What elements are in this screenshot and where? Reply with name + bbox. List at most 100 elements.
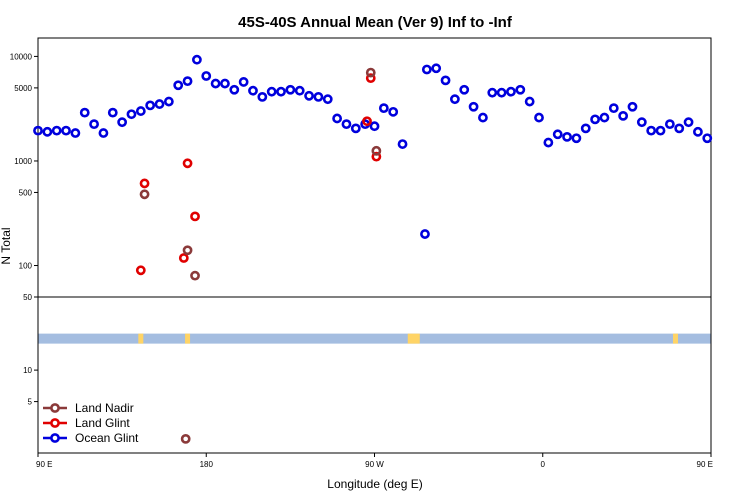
land-glint-point-1 <box>139 178 150 189</box>
ocean-glint-point-64 <box>646 125 657 136</box>
ocean-glint-point-33 <box>341 119 352 130</box>
ocean-glint-point-7 <box>98 128 109 138</box>
ocean-glint-point-68 <box>683 117 694 128</box>
ocean-glint-point-31 <box>322 94 333 105</box>
ocean-glint-point-37 <box>378 103 389 114</box>
ocean-glint-point-5 <box>79 107 90 118</box>
ocean-glint-point-56 <box>571 133 582 144</box>
ocean-glint-point-67 <box>674 123 685 134</box>
ocean-glint-point-30 <box>313 91 324 102</box>
land-glint-point-2 <box>178 253 189 263</box>
legend-marker-land-glint <box>50 418 60 428</box>
legend-label-land-nadir: Land Nadir <box>75 401 134 415</box>
ocean-glint-point-11 <box>135 106 146 116</box>
points-layer <box>33 54 713 444</box>
y-tick-label-upper-0: 50 <box>23 293 32 302</box>
ocean-glint-point-65 <box>655 125 666 136</box>
ocean-glint-point-47 <box>487 87 498 98</box>
ocean-glint-point-29 <box>304 90 314 101</box>
ocean-glint-point-18 <box>201 71 212 81</box>
ocean-glint-point-0 <box>33 125 43 136</box>
ocean-glint-point-34 <box>350 123 361 134</box>
band-highlight-2 <box>407 333 420 344</box>
ocean-glint-point-9 <box>117 117 128 128</box>
y-tick-label-lower-0: 5 <box>28 398 33 407</box>
ocean-glint-point-43 <box>449 94 460 105</box>
ocean-glint-point-58 <box>590 114 600 125</box>
ocean-glint-point-24 <box>257 91 268 102</box>
land-glint-point-3 <box>182 158 193 169</box>
ocean-glint-point-42 <box>440 75 451 86</box>
ocean-glint-point-13 <box>154 99 165 109</box>
y-tick-label-upper-5: 10000 <box>10 52 33 61</box>
ocean-glint-point-12 <box>145 100 156 111</box>
ocean-glint-point-36 <box>369 121 380 132</box>
ocean-glint-point-52 <box>534 112 544 123</box>
legend-marker-land-nadir <box>50 403 60 413</box>
ocean-glint-point-57 <box>580 123 591 134</box>
ocean-glint-point-48 <box>496 87 507 98</box>
ocean-glint-point-89 <box>420 229 430 239</box>
land-nadir-point-2 <box>190 270 200 281</box>
ocean-glint-point-51 <box>524 96 535 107</box>
land-glint-point-7 <box>371 151 382 162</box>
axes-layer: 90 E 180 90 W 0 90 E 50 100 500 1000 5000 10000 5 10 <box>10 37 713 469</box>
ocean-glint-point-19 <box>210 78 221 89</box>
y-tick-label-upper-4: 5000 <box>14 84 32 93</box>
ocean-glint-point-22 <box>238 77 249 87</box>
land-nadir-point-1 <box>182 245 193 256</box>
ocean-glint-point-28 <box>294 85 305 96</box>
plot-frame <box>37 37 712 454</box>
ocean-glint-point-2 <box>51 125 62 136</box>
ocean-glint-point-66 <box>664 119 675 130</box>
ocean-glint-point-40 <box>421 64 432 75</box>
ocean-glint-point-16 <box>182 76 193 87</box>
x-axis-label: Longitude (deg E) <box>327 477 422 491</box>
ocean-glint-point-53 <box>543 137 554 148</box>
y-tick-label-upper-3: 1000 <box>14 157 32 166</box>
ocean-glint-point-25 <box>266 86 277 97</box>
ocean-glint-point-62 <box>627 101 638 112</box>
ocean-glint-point-60 <box>608 103 619 114</box>
x-tick-label-4: 90 E <box>697 460 713 469</box>
ocean-glint-point-1 <box>42 126 53 137</box>
ocean-glint-point-8 <box>107 107 118 118</box>
ocean-glint-point-46 <box>478 112 488 123</box>
x-tick-label-1: 180 <box>200 460 214 469</box>
land-nadir-point-4 <box>371 145 382 156</box>
land-glint-point-5 <box>362 116 372 127</box>
ocean-glint-point-59 <box>599 112 610 123</box>
ocean-glint-point-44 <box>459 84 470 95</box>
ocean-glint-point-50 <box>515 84 526 95</box>
ocean-glint-point-41 <box>431 63 442 74</box>
ocean-glint-point-45 <box>468 101 479 112</box>
legend-marker-ocean-glint <box>50 433 60 443</box>
x-tick-label-2: 90 W <box>365 460 384 469</box>
land-nadir-point-3 <box>365 67 376 78</box>
ocean-glint-point-63 <box>636 117 647 128</box>
land-glint-point-6 <box>365 73 376 84</box>
band-highlight-3 <box>672 333 678 344</box>
land-nadir-point-0 <box>139 189 150 200</box>
y-tick-label-upper-1: 100 <box>19 262 33 271</box>
ocean-glint-point-14 <box>163 96 174 107</box>
ocean-glint-point-10 <box>126 109 137 120</box>
legend-label-ocean-glint: Ocean Glint <box>75 431 139 445</box>
land-glint-point-4 <box>190 211 200 222</box>
band-layer <box>38 333 711 344</box>
ocean-glint-point-6 <box>89 119 99 130</box>
lower-band <box>38 333 711 344</box>
band-highlight-1 <box>185 333 191 344</box>
ocean-glint-point-23 <box>248 85 258 96</box>
y-tick-label-lower-1: 10 <box>23 366 32 375</box>
y-tick-label-upper-2: 500 <box>19 188 33 197</box>
x-tick-label-3: 0 <box>541 460 546 469</box>
ocean-glint-point-38 <box>388 106 399 117</box>
y-axis-label: N Total <box>0 227 13 264</box>
ocean-glint-point-39 <box>397 139 408 149</box>
ocean-glint-point-3 <box>61 125 71 136</box>
ocean-glint-point-54 <box>552 129 563 140</box>
legend-label-land-glint: Land Glint <box>75 416 130 430</box>
